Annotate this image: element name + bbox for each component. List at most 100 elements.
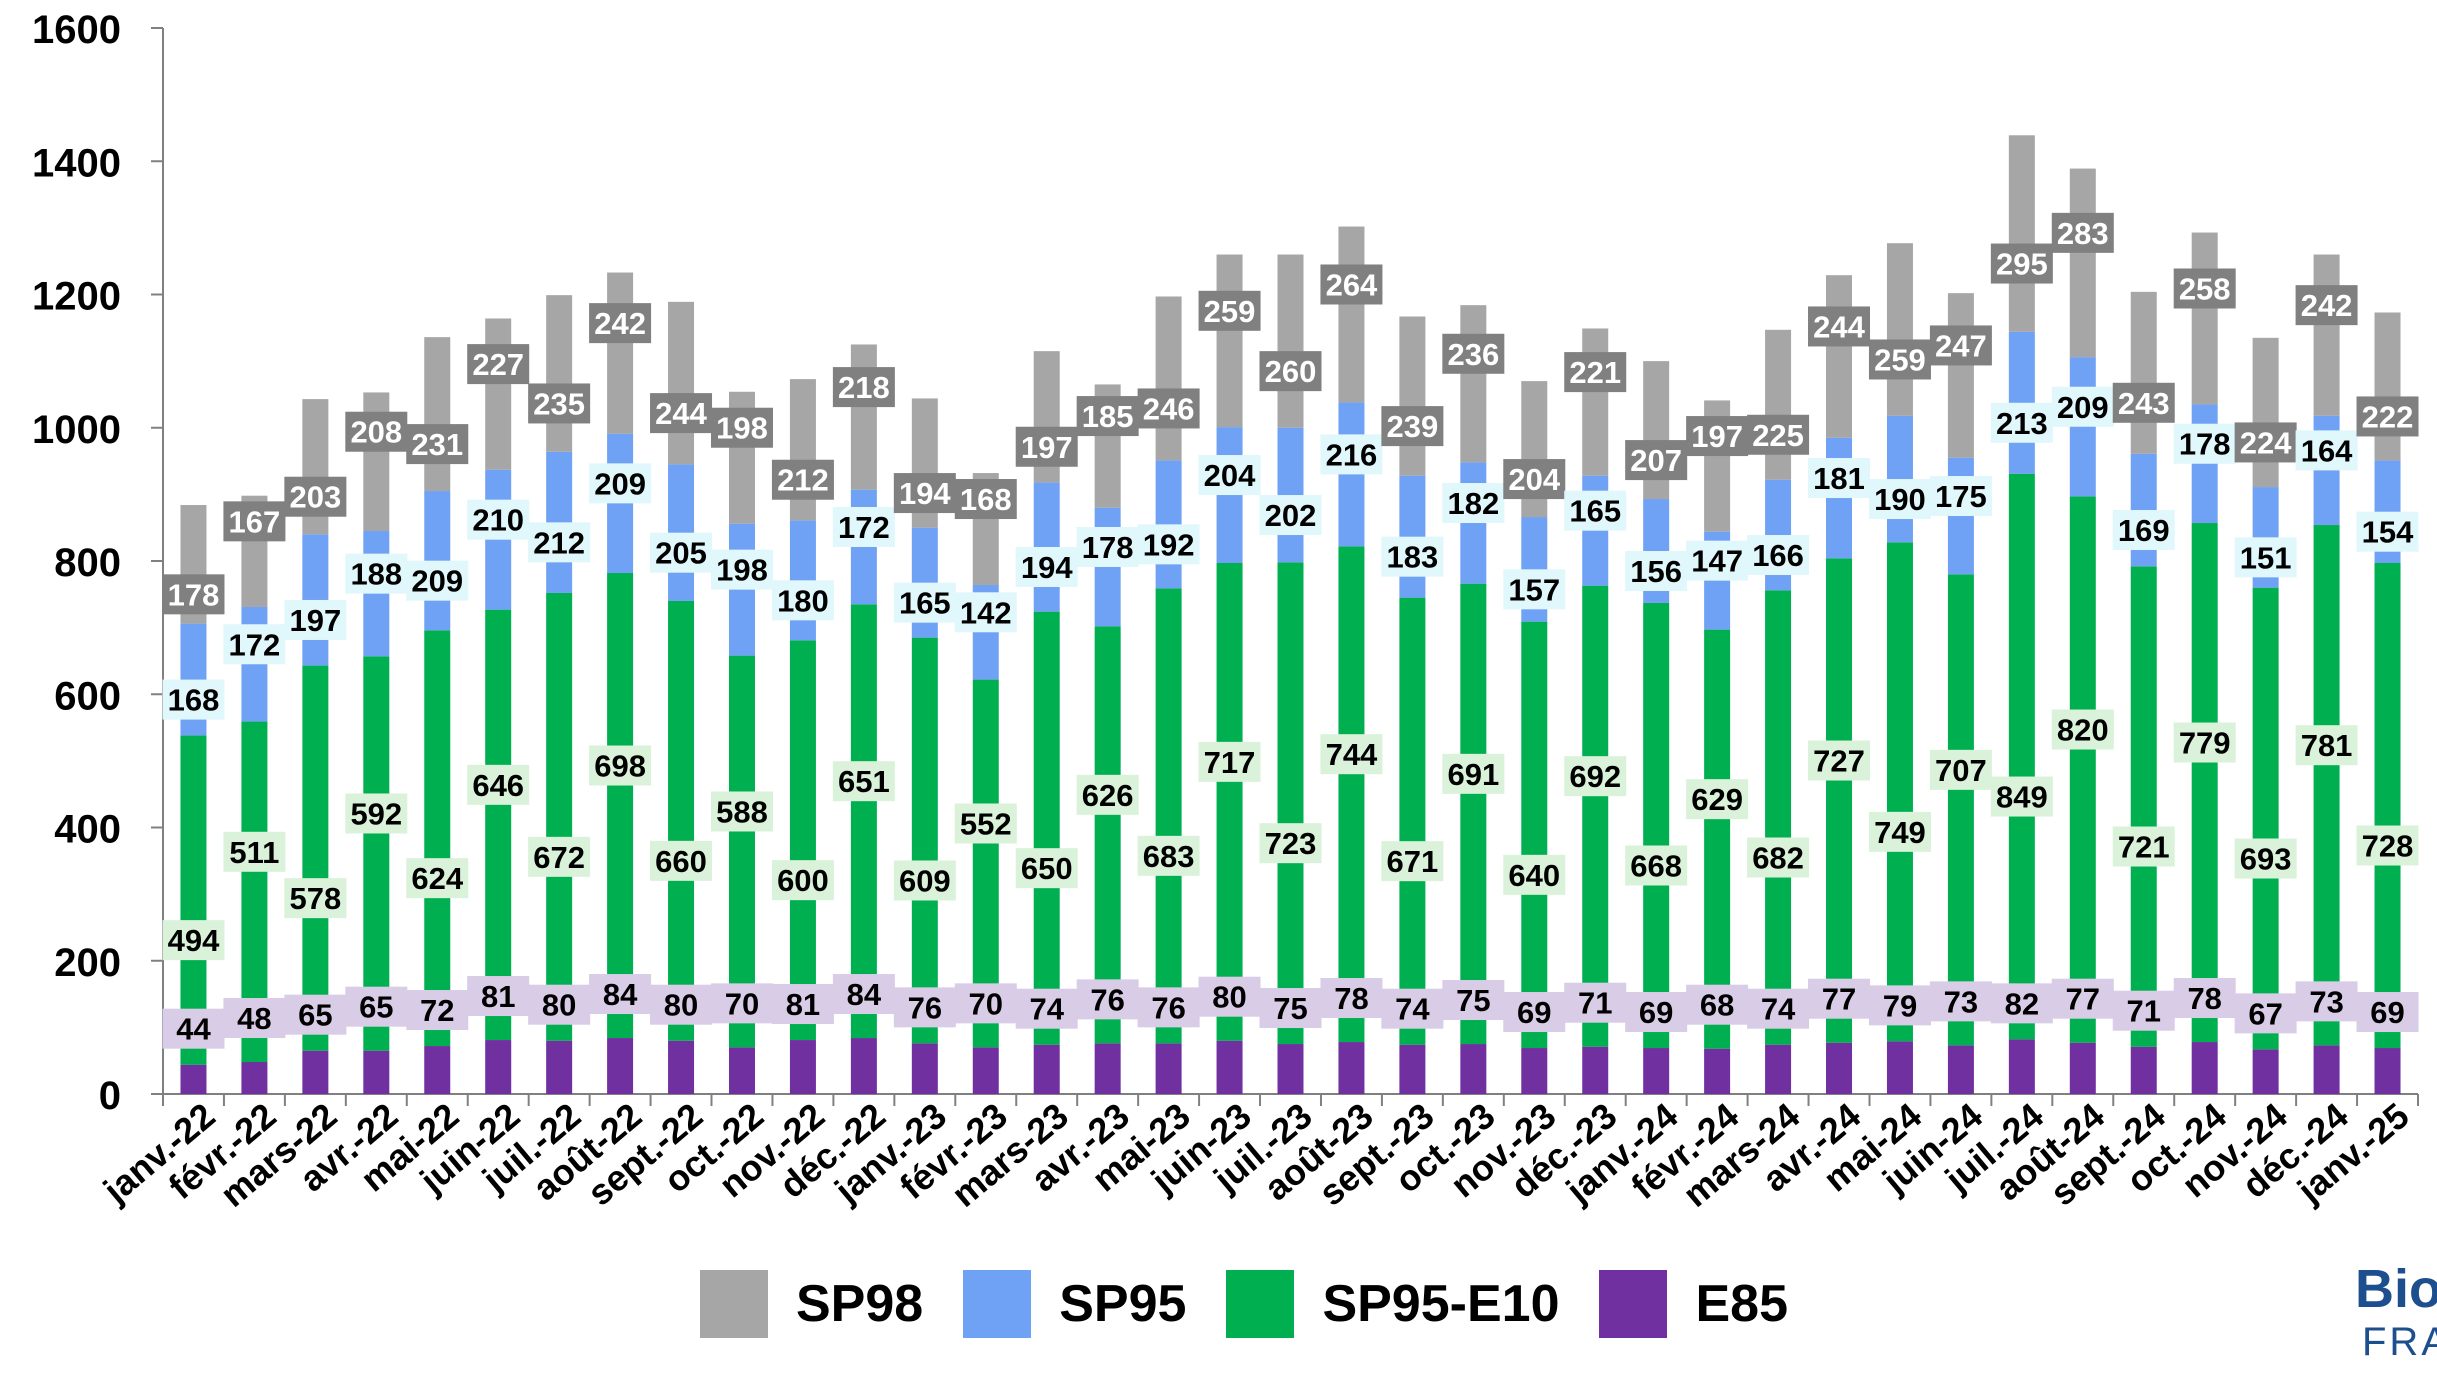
data-label: 671 [1387, 844, 1439, 879]
bar-segment [850, 344, 877, 490]
data-label: 76 [908, 990, 942, 1025]
data-label-box [1381, 988, 1444, 1029]
data-label: 668 [1630, 849, 1682, 884]
data-label: 178 [1082, 530, 1134, 565]
data-label-box [1625, 992, 1688, 1033]
data-label: 207 [1630, 443, 1682, 478]
data-label-box [345, 986, 408, 1027]
data-label-box [1686, 779, 1749, 820]
bar-segment [1765, 329, 1792, 480]
data-label: 208 [350, 415, 402, 450]
data-label: 640 [1508, 858, 1560, 893]
bar-segment [607, 1038, 634, 1094]
bar-segment [607, 572, 634, 1039]
data-label-box [284, 994, 347, 1035]
data-label-box [1381, 536, 1444, 577]
data-label-box [1198, 455, 1261, 496]
data-label: 190 [1874, 482, 1926, 517]
data-label: 242 [2301, 288, 2353, 323]
data-label: 209 [594, 466, 646, 501]
data-label: 44 [176, 1012, 211, 1047]
data-label-box [528, 522, 591, 563]
data-label: 210 [472, 503, 524, 538]
data-label: 198 [716, 553, 768, 588]
data-label-box [1503, 569, 1566, 610]
legend-item-sp95: SP95 [963, 1270, 1186, 1338]
data-label: 75 [1273, 991, 1307, 1026]
data-label-box [1808, 306, 1871, 347]
data-label-box [1990, 776, 2053, 817]
data-label-box [1137, 388, 1200, 429]
data-label: 646 [472, 768, 524, 803]
data-label: 235 [533, 386, 585, 421]
bar-segment [728, 655, 755, 1048]
data-label: 164 [2301, 433, 2353, 468]
data-label: 609 [899, 863, 951, 898]
data-label: 147 [1691, 544, 1743, 579]
data-label: 73 [2309, 984, 2343, 1019]
data-label: 194 [1021, 550, 1073, 585]
data-label-box [2112, 382, 2175, 423]
data-label: 181 [1813, 461, 1865, 496]
data-label-box [223, 624, 286, 665]
data-label: 197 [289, 603, 341, 638]
data-label-box [832, 974, 895, 1015]
data-label-box [1320, 434, 1383, 475]
data-label: 779 [2179, 726, 2231, 761]
data-label-box [1137, 524, 1200, 565]
y-tick-label: 0 [99, 1074, 121, 1118]
bar-segment [1399, 597, 1426, 1045]
data-label-box [284, 476, 347, 517]
data-label-box [1625, 551, 1688, 592]
data-label-box [589, 974, 652, 1015]
data-label: 194 [899, 476, 951, 511]
data-label: 222 [2362, 399, 2414, 434]
data-label: 80 [664, 988, 698, 1023]
data-label: 717 [1204, 745, 1256, 780]
data-label-box [1015, 848, 1078, 889]
data-label: 74 [1395, 992, 1430, 1027]
data-label: 683 [1143, 839, 1195, 874]
data-label: 198 [716, 411, 768, 446]
legend-swatch-sp95 [963, 1270, 1032, 1338]
data-label: 74 [1029, 992, 1064, 1027]
data-label-box [223, 831, 286, 872]
data-label-box [2234, 537, 2297, 578]
y-tick-label: 800 [54, 541, 121, 585]
data-label: 80 [1212, 980, 1246, 1015]
bar-segment [2191, 1042, 2218, 1094]
bar-segment [2374, 562, 2401, 1049]
data-label: 71 [1578, 986, 1612, 1021]
bar-segment [1460, 1044, 1487, 1094]
bar-segment [850, 604, 877, 1039]
data-label: 168 [960, 482, 1012, 517]
bar-segment [1338, 1042, 1365, 1094]
data-label-box [650, 840, 713, 881]
data-label-box [1381, 841, 1444, 882]
data-label-box [893, 582, 956, 623]
data-label-box [1747, 837, 1810, 878]
data-label: 205 [655, 536, 707, 571]
bar-segment [1460, 305, 1487, 463]
data-label-box [1808, 740, 1871, 781]
data-label: 71 [2127, 994, 2161, 1029]
bar-segment [1582, 585, 1609, 1047]
data-label-box [1625, 440, 1688, 481]
y-tick-label: 1000 [32, 408, 121, 452]
data-label-box [1990, 402, 2053, 443]
bar-segment [424, 1046, 451, 1094]
data-label-box [528, 836, 591, 877]
logo-subtext: FRA [2362, 1320, 2437, 1364]
data-label-box [771, 459, 834, 500]
data-label-box [162, 679, 225, 720]
bar-segment [485, 1040, 512, 1094]
bar-segment [2008, 1039, 2035, 1094]
data-label: 629 [1691, 782, 1743, 817]
data-label: 168 [168, 683, 220, 718]
data-label: 231 [411, 427, 463, 462]
data-label-box [1868, 339, 1931, 380]
data-label-box [1198, 976, 1261, 1017]
bar-segment [2069, 1042, 2096, 1094]
bar-segment [789, 1040, 816, 1094]
